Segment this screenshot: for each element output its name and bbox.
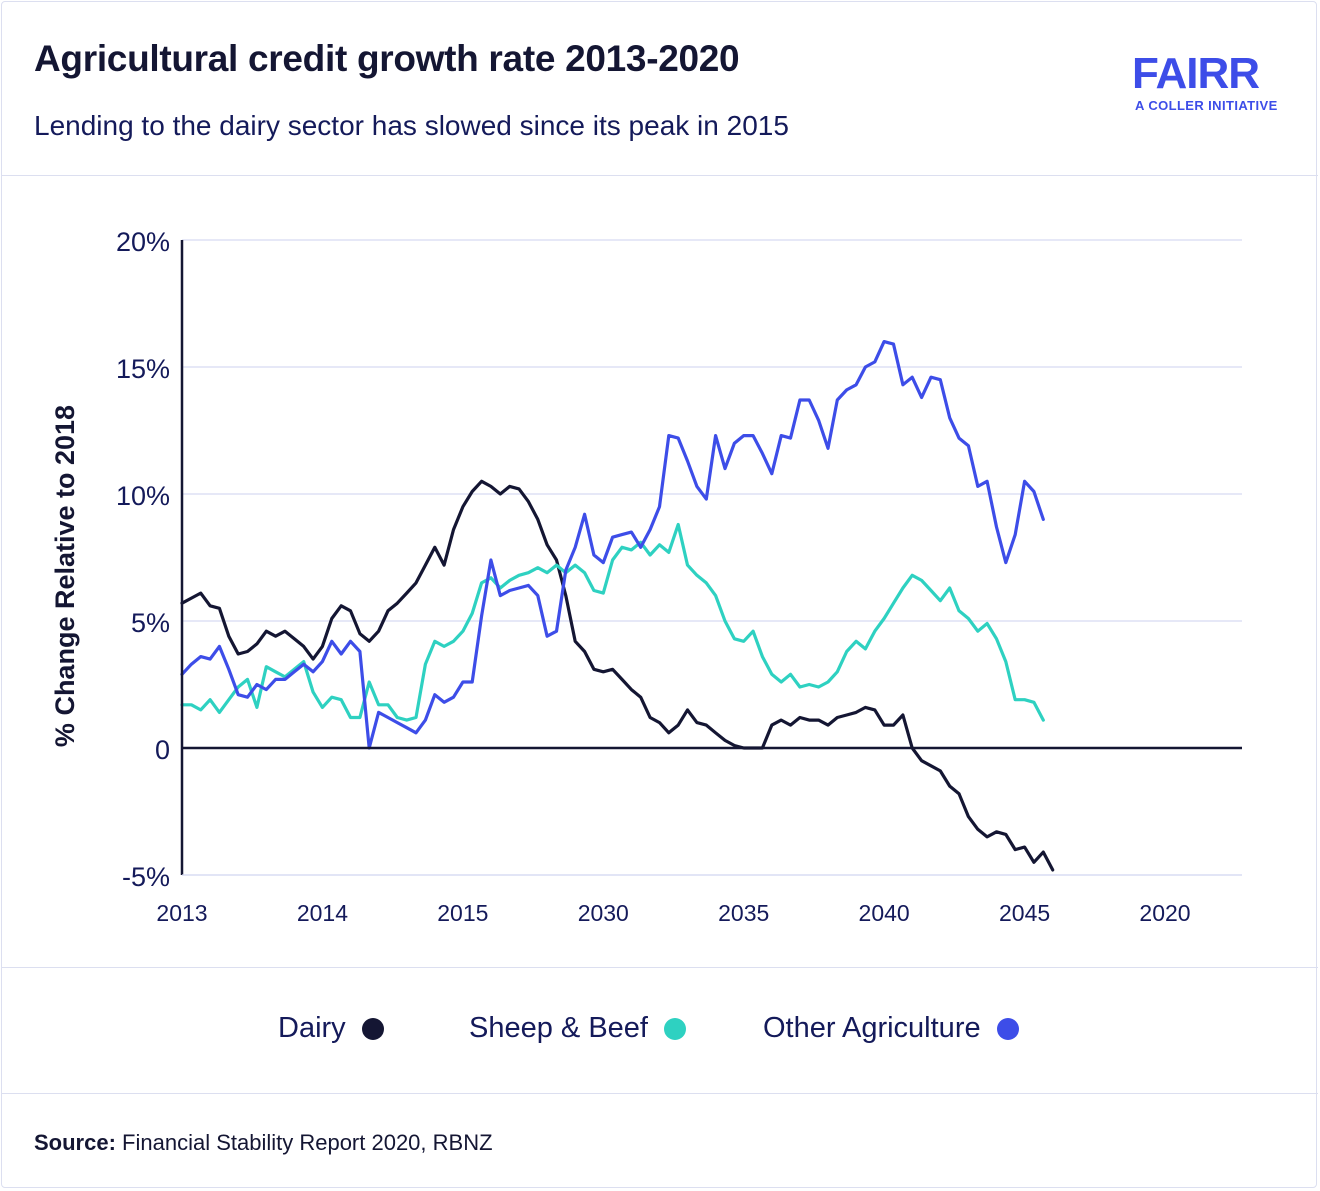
x-tick-label: 2013 <box>156 900 207 926</box>
y-axis-label: % Change Relative to 2018 <box>50 405 80 747</box>
series-lines <box>180 340 1055 872</box>
legend-dot-dairy <box>361 1017 384 1040</box>
x-tick-label: 2015 <box>437 900 488 926</box>
legend-item-sheep-beef: Sheep & Beef <box>469 1012 686 1045</box>
chart-title: Agricultural credit growth rate 2013-202… <box>34 38 740 79</box>
x-tick-label: 2014 <box>297 900 348 926</box>
y-axis-ticks: 20% 15% 10% 5% 0 -5% <box>116 227 170 892</box>
logo-wordmark: FAIRR <box>1132 49 1260 98</box>
legend: Dairy Sheep & Beef Other Agriculture <box>2 968 1318 1094</box>
x-tick-label: 2045 <box>999 900 1050 926</box>
series-line-sheep-beef <box>180 522 1045 722</box>
chart-subtitle: Lending to the dairy sector has slowed s… <box>34 110 789 141</box>
x-axis-ticks: 2013 2014 2015 2030 2035 2040 2045 2020 <box>156 900 1190 926</box>
source-note: Source: Financial Stability Report 2020,… <box>34 1130 493 1156</box>
source-label: Source: <box>34 1130 116 1155</box>
y-tick-label: 10% <box>116 481 170 511</box>
logo-tagline: A COLLER INITIATIVE <box>1135 98 1278 113</box>
legend-dot-sheep-beef <box>663 1017 686 1040</box>
legend-label-dairy: Dairy <box>278 1012 346 1044</box>
x-tick-label: 2030 <box>578 900 629 926</box>
legend-label-other-agriculture: Other Agriculture <box>763 1012 981 1044</box>
y-tick-label: 0 <box>155 735 170 765</box>
y-tick-label: 5% <box>131 608 170 638</box>
y-tick-label: 20% <box>116 227 170 257</box>
legend-dot-other-agriculture <box>996 1017 1019 1040</box>
gridlines <box>182 239 1242 876</box>
chart-header: Agricultural credit growth rate 2013-202… <box>2 2 1318 176</box>
fairr-logo: FAIRR A COLLER INITIATIVE <box>1132 52 1292 116</box>
x-tick-label: 2035 <box>718 900 769 926</box>
series-line-other-agriculture <box>180 340 1045 750</box>
series-line-dairy <box>180 479 1055 872</box>
legend-item-dairy: Dairy <box>278 1012 384 1045</box>
x-tick-label: 2020 <box>1139 900 1190 926</box>
legend-label-sheep-beef: Sheep & Beef <box>469 1012 648 1044</box>
x-tick-label: 2040 <box>859 900 910 926</box>
y-tick-label: 15% <box>116 354 170 384</box>
axes <box>180 240 1242 876</box>
line-chart: 20% 15% 10% 5% 0 -5% 2013 2014 2015 2030 2035 2040… <box>50 227 1242 926</box>
legend-item-other-agriculture: Other Agriculture <box>763 1012 1019 1045</box>
source-text: Financial Stability Report 2020, RBNZ <box>115 1130 493 1155</box>
y-tick-label: -5% <box>122 862 170 892</box>
chart-area: 20% 15% 10% 5% 0 -5% 2013 2014 2015 2030 2035 2040… <box>2 176 1318 968</box>
